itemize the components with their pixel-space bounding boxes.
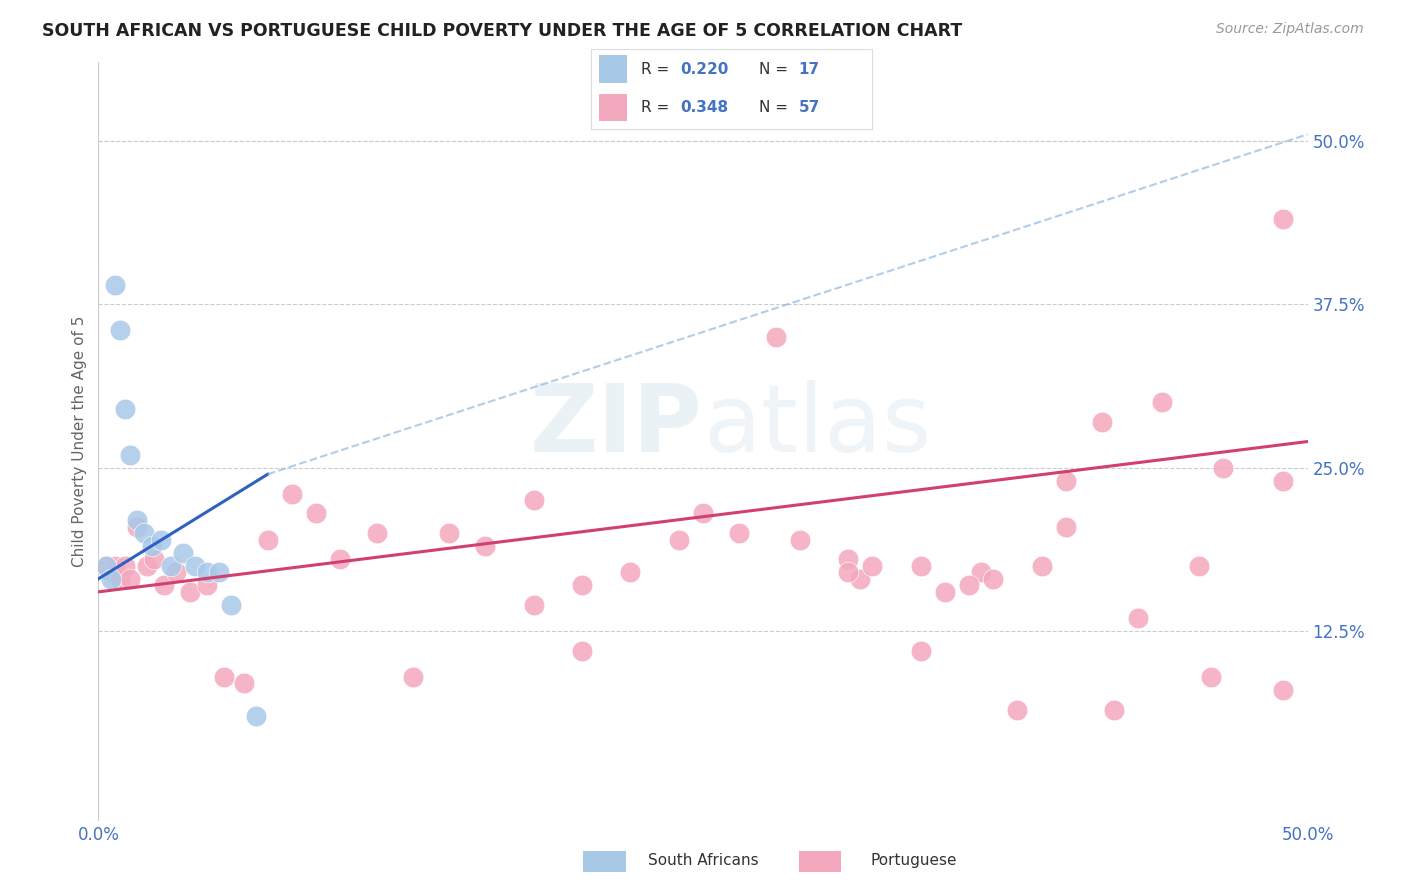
Text: N =: N =: [759, 62, 793, 77]
FancyBboxPatch shape: [599, 55, 627, 83]
Text: 57: 57: [799, 100, 820, 115]
Text: Source: ZipAtlas.com: Source: ZipAtlas.com: [1216, 22, 1364, 37]
Text: ZIP: ZIP: [530, 380, 703, 473]
Point: [1212, 460, 1234, 475]
Point: [208, 566, 231, 580]
Point: [127, 513, 149, 527]
FancyBboxPatch shape: [599, 94, 627, 121]
Point: [849, 572, 872, 586]
Point: [1128, 611, 1150, 625]
Point: [1054, 474, 1077, 488]
Point: [668, 533, 690, 547]
Text: SOUTH AFRICAN VS PORTUGUESE CHILD POVERTY UNDER THE AGE OF 5 CORRELATION CHART: SOUTH AFRICAN VS PORTUGUESE CHILD POVERT…: [42, 22, 963, 40]
Point: [141, 539, 163, 553]
Point: [118, 572, 141, 586]
Point: [104, 558, 127, 573]
Text: Portuguese: Portuguese: [870, 854, 957, 868]
Point: [523, 493, 546, 508]
Point: [474, 539, 496, 553]
Point: [837, 552, 859, 566]
Text: South Africans: South Africans: [648, 854, 758, 868]
Text: 0.348: 0.348: [681, 100, 728, 115]
Point: [1007, 702, 1029, 716]
Point: [1199, 670, 1222, 684]
Point: [1054, 519, 1077, 533]
Point: [860, 558, 883, 573]
Point: [692, 507, 714, 521]
Point: [135, 558, 157, 573]
Point: [150, 533, 173, 547]
Point: [195, 578, 218, 592]
Point: [910, 643, 932, 657]
Point: [114, 558, 136, 573]
Point: [165, 566, 187, 580]
Point: [1272, 212, 1295, 227]
Point: [108, 323, 131, 337]
Point: [981, 572, 1004, 586]
Text: R =: R =: [641, 100, 675, 115]
Point: [245, 709, 267, 723]
Point: [1102, 702, 1125, 716]
Point: [232, 676, 254, 690]
Point: [910, 558, 932, 573]
Point: [305, 507, 328, 521]
Text: N =: N =: [759, 100, 793, 115]
Point: [934, 585, 956, 599]
Point: [143, 552, 166, 566]
Point: [1091, 415, 1114, 429]
Point: [94, 558, 117, 573]
Point: [281, 487, 304, 501]
Point: [172, 546, 194, 560]
Point: [221, 598, 243, 612]
Text: 17: 17: [799, 62, 820, 77]
Point: [100, 566, 122, 580]
Point: [114, 401, 136, 416]
Point: [789, 533, 811, 547]
Point: [329, 552, 352, 566]
Point: [970, 566, 993, 580]
Point: [366, 526, 388, 541]
Y-axis label: Child Poverty Under the Age of 5: Child Poverty Under the Age of 5: [72, 316, 87, 567]
Point: [571, 578, 593, 592]
Point: [108, 572, 131, 586]
Point: [765, 330, 787, 344]
Point: [118, 448, 141, 462]
Point: [837, 566, 859, 580]
Point: [179, 585, 201, 599]
Point: [619, 566, 641, 580]
Point: [1272, 474, 1295, 488]
Point: [1272, 682, 1295, 697]
Point: [402, 670, 425, 684]
Point: [100, 572, 122, 586]
Point: [94, 558, 117, 573]
Point: [212, 670, 235, 684]
Point: [184, 558, 207, 573]
Point: [127, 519, 149, 533]
Text: atlas: atlas: [703, 380, 931, 473]
Point: [523, 598, 546, 612]
Point: [1152, 395, 1174, 409]
Point: [134, 526, 156, 541]
Point: [1188, 558, 1211, 573]
Point: [957, 578, 980, 592]
Point: [571, 643, 593, 657]
Text: R =: R =: [641, 62, 675, 77]
Point: [104, 277, 127, 292]
Point: [437, 526, 460, 541]
Point: [256, 533, 278, 547]
Point: [1031, 558, 1053, 573]
Text: 0.220: 0.220: [681, 62, 728, 77]
Point: [195, 566, 218, 580]
Point: [152, 578, 174, 592]
Point: [160, 558, 183, 573]
Point: [728, 526, 751, 541]
